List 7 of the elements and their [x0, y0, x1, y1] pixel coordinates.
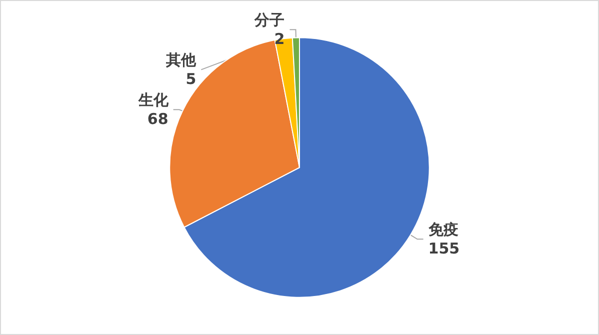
slice-label: 分子 — [254, 11, 285, 30]
slice-label: 其他 — [165, 51, 198, 70]
slice-label: 免疫 — [427, 220, 458, 239]
data-label: 5 — [186, 70, 196, 88]
data-label: 68 — [147, 110, 168, 128]
data-label: 155 — [428, 240, 460, 258]
slice-label: 生化 — [137, 91, 170, 110]
